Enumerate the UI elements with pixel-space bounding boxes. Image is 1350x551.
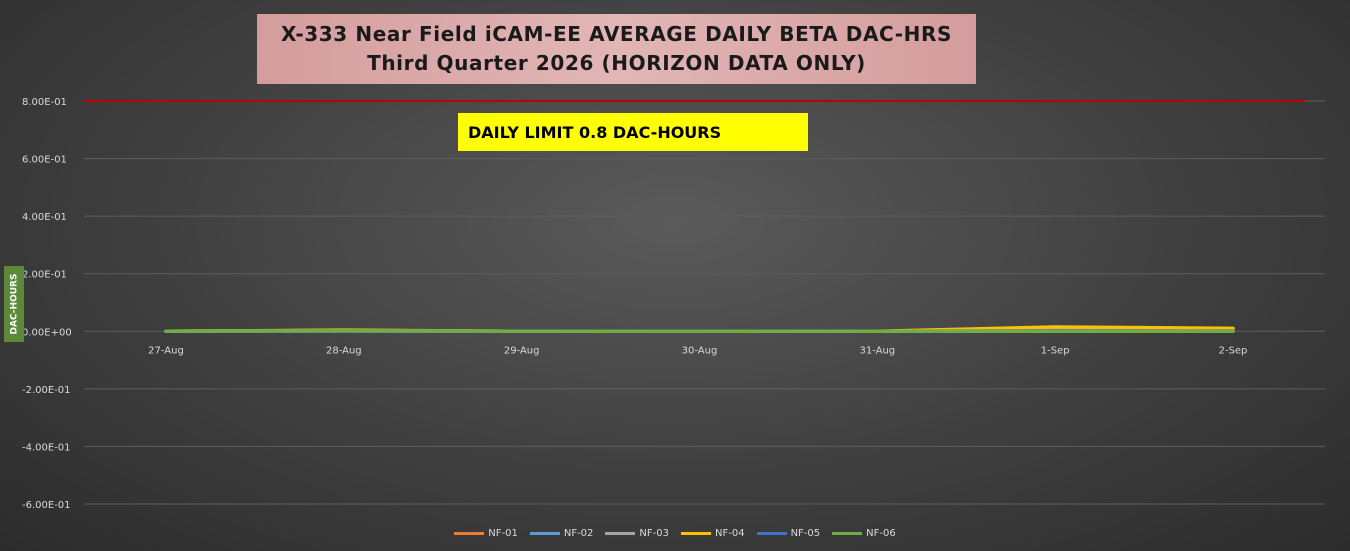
y-axis-title: DAC-HOURS: [4, 266, 24, 342]
y-tick-label: -2.00E-01: [22, 385, 71, 396]
legend-item: NF-01: [454, 528, 518, 539]
x-tick-label: 29-Aug: [504, 345, 540, 356]
y-tick-label: 2.00E-01: [22, 270, 67, 281]
series-line-nf-06: [164, 328, 1235, 334]
x-tick-label: 31-Aug: [860, 345, 896, 356]
chart-title-line-2: Third Quarter 2026 (HORIZON DATA ONLY): [367, 51, 866, 75]
x-tick-label: 1-Sep: [1041, 345, 1070, 356]
legend-swatch: [454, 531, 485, 535]
legend-swatch: [605, 531, 636, 535]
legend-item: NF-06: [832, 528, 896, 539]
legend-swatch: [832, 531, 863, 535]
legend-label: NF-06: [866, 527, 896, 539]
x-tick-label: 30-Aug: [682, 345, 718, 356]
limit-annotation: DAILY LIMIT 0.8 DAC-HOURS: [458, 113, 808, 151]
x-tick-label: 27-Aug: [148, 345, 184, 356]
legend-swatch: [529, 531, 560, 535]
x-tick-label: 28-Aug: [326, 345, 362, 356]
y-tick-label: 0.00E+00: [22, 327, 72, 338]
legend-item: NF-03: [605, 528, 669, 539]
y-tick-label: 4.00E-01: [22, 212, 67, 223]
legend-swatch: [756, 531, 787, 535]
legend-label: NF-01: [488, 527, 518, 539]
y-tick-label: -6.00E-01: [22, 500, 71, 511]
legend-label: NF-03: [639, 527, 669, 539]
legend: NF-01 NF-02 NF-03 NF-04 NF-05 NF-06: [0, 524, 1350, 542]
legend-swatch: [681, 531, 711, 535]
legend-label: NF-04: [715, 527, 745, 539]
y-tick-label: 6.00E-01: [22, 155, 67, 166]
legend-item: NF-04: [681, 528, 745, 539]
legend-item: NF-02: [529, 527, 594, 539]
legend-label: NF-02: [563, 527, 594, 539]
y-tick-label: -4.00E-01: [22, 442, 71, 453]
legend-item: NF-05: [756, 527, 821, 539]
chart-title-line-1: X-333 Near Field iCAM-EE AVERAGE DAILY B…: [280, 22, 953, 46]
legend-label: NF-05: [790, 527, 821, 539]
y-axis-title-text: DAC-HOURS: [9, 273, 20, 335]
x-tick-label: 2-Sep: [1219, 345, 1248, 356]
y-tick-label: 8.00E-01: [22, 97, 67, 108]
chart-title: X-333 Near Field iCAM-EE AVERAGE DAILY B…: [257, 14, 976, 84]
